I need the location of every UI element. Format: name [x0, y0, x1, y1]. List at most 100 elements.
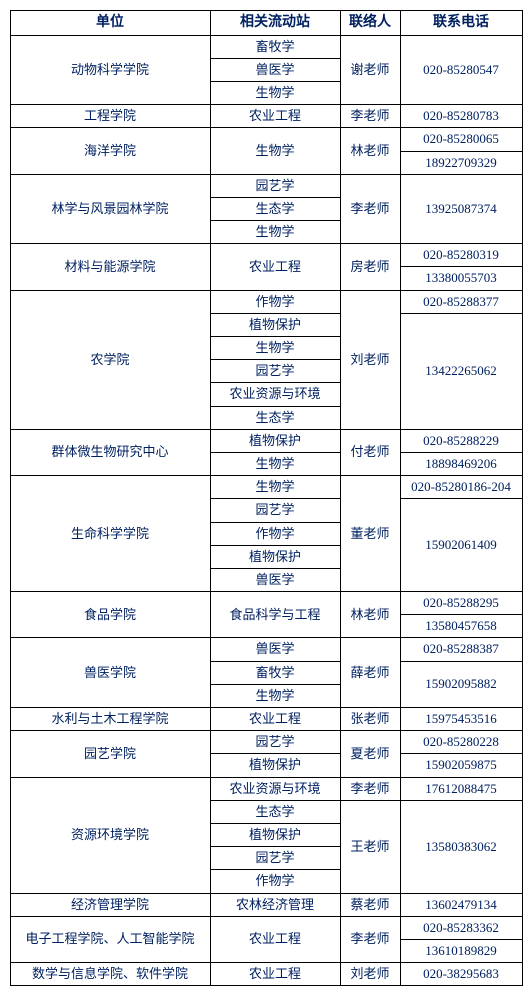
station-cell: 农业资源与环境 [210, 777, 340, 800]
table-row: 生命科学学院生物学董老师020-85280186-204 [10, 476, 522, 499]
phone-cell: 15902059875 [400, 754, 522, 777]
station-cell: 畜牧学 [210, 661, 340, 684]
table-row: 数学与信息学院、软件学院农业工程刘老师020-38295683 [10, 963, 522, 986]
unit-cell: 兽医学院 [10, 638, 210, 708]
phone-cell: 13602479134 [400, 893, 522, 916]
contact-cell: 谢老师 [340, 35, 400, 105]
station-cell: 园艺学 [210, 360, 340, 383]
table-row: 水利与土木工程学院农业工程张老师15975453516 [10, 708, 522, 731]
contact-cell: 刘老师 [340, 963, 400, 986]
station-cell: 园艺学 [210, 731, 340, 754]
contact-cell: 王老师 [340, 800, 400, 893]
contact-cell: 李老师 [340, 777, 400, 800]
unit-cell: 电子工程学院、人工智能学院 [10, 916, 210, 962]
phone-cell: 020-85283362 [400, 916, 522, 939]
contact-cell: 夏老师 [340, 731, 400, 777]
phone-cell: 13580457658 [400, 615, 522, 638]
table-row: 食品学院食品科学与工程林老师020-85288295 [10, 592, 522, 615]
station-cell: 生物学 [210, 684, 340, 707]
phone-cell: 18898469206 [400, 452, 522, 475]
unit-cell: 群体微生物研究中心 [10, 429, 210, 475]
station-cell: 农业工程 [210, 708, 340, 731]
station-cell: 生态学 [210, 800, 340, 823]
unit-cell: 水利与土木工程学院 [10, 708, 210, 731]
unit-cell: 材料与能源学院 [10, 244, 210, 290]
station-cell: 兽医学 [210, 638, 340, 661]
phone-cell: 020-85280783 [400, 105, 522, 128]
station-cell: 兽医学 [210, 568, 340, 591]
contact-cell: 李老师 [340, 174, 400, 244]
table-row: 经济管理学院农林经济管理蔡老师13602479134 [10, 893, 522, 916]
station-cell: 园艺学 [210, 174, 340, 197]
phone-cell: 13610189829 [400, 939, 522, 962]
table-row: 材料与能源学院农业工程房老师020-85280319 [10, 244, 522, 267]
unit-cell: 海洋学院 [10, 128, 210, 174]
station-cell: 作物学 [210, 522, 340, 545]
station-cell: 生物学 [210, 81, 340, 104]
station-cell: 园艺学 [210, 847, 340, 870]
contact-cell: 李老师 [340, 105, 400, 128]
table-row: 海洋学院生物学林老师020-85280065 [10, 128, 522, 151]
station-cell: 农业工程 [210, 916, 340, 962]
table-row: 动物科学学院畜牧学谢老师020-85280547 [10, 35, 522, 58]
phone-cell: 18922709329 [400, 151, 522, 174]
phone-cell: 020-85280065 [400, 128, 522, 151]
table-row: 园艺学院园艺学夏老师020-85280228 [10, 731, 522, 754]
phone-cell: 020-85288295 [400, 592, 522, 615]
table-row: 电子工程学院、人工智能学院农业工程李老师020-85283362 [10, 916, 522, 939]
station-cell: 农林经济管理 [210, 893, 340, 916]
station-cell: 作物学 [210, 870, 340, 893]
station-cell: 植物保护 [210, 429, 340, 452]
unit-cell: 数学与信息学院、软件学院 [10, 963, 210, 986]
header-phone: 联系电话 [400, 11, 522, 36]
unit-cell: 经济管理学院 [10, 893, 210, 916]
station-cell: 植物保护 [210, 754, 340, 777]
phone-cell: 020-38295683 [400, 963, 522, 986]
station-cell: 农业工程 [210, 963, 340, 986]
phone-cell: 15902095882 [400, 661, 522, 707]
station-cell: 食品科学与工程 [210, 592, 340, 638]
table-row: 工程学院农业工程李老师020-85280783 [10, 105, 522, 128]
phone-cell: 13380055703 [400, 267, 522, 290]
phone-cell: 020-85280228 [400, 731, 522, 754]
station-cell: 园艺学 [210, 499, 340, 522]
unit-cell: 农学院 [10, 290, 210, 429]
contact-cell: 董老师 [340, 476, 400, 592]
phone-cell: 17612088475 [400, 777, 522, 800]
station-cell: 植物保护 [210, 313, 340, 336]
table-row: 资源环境学院农业资源与环境李老师17612088475 [10, 777, 522, 800]
phone-cell: 020-85288387 [400, 638, 522, 661]
station-cell: 生物学 [210, 476, 340, 499]
header-contact: 联络人 [340, 11, 400, 36]
contact-cell: 林老师 [340, 128, 400, 174]
station-cell: 植物保护 [210, 823, 340, 846]
unit-cell: 工程学院 [10, 105, 210, 128]
contact-cell: 付老师 [340, 429, 400, 475]
station-cell: 生物学 [210, 452, 340, 475]
unit-cell: 动物科学学院 [10, 35, 210, 105]
contact-cell: 张老师 [340, 708, 400, 731]
station-cell: 生态学 [210, 197, 340, 220]
header-station: 相关流动站 [210, 11, 340, 36]
phone-cell: 020-85288377 [400, 290, 522, 313]
contact-cell: 林老师 [340, 592, 400, 638]
table-row: 群体微生物研究中心植物保护付老师020-85288229 [10, 429, 522, 452]
table-row: 兽医学院兽医学薛老师020-85288387 [10, 638, 522, 661]
unit-cell: 生命科学学院 [10, 476, 210, 592]
contact-table: 单位 相关流动站 联络人 联系电话 动物科学学院畜牧学谢老师020-852805… [10, 10, 523, 986]
contact-cell: 薛老师 [340, 638, 400, 708]
table-row: 林学与风景园林学院园艺学李老师13925087374 [10, 174, 522, 197]
phone-cell: 13925087374 [400, 174, 522, 244]
unit-cell: 林学与风景园林学院 [10, 174, 210, 244]
station-cell: 兽医学 [210, 58, 340, 81]
station-cell: 生物学 [210, 128, 340, 174]
phone-cell: 020-85280186-204 [400, 476, 522, 499]
header-unit: 单位 [10, 11, 210, 36]
station-cell: 农业资源与环境 [210, 383, 340, 406]
phone-cell: 13580383062 [400, 800, 522, 893]
table-row: 农学院作物学刘老师020-85288377 [10, 290, 522, 313]
station-cell: 畜牧学 [210, 35, 340, 58]
unit-cell: 食品学院 [10, 592, 210, 638]
station-cell: 作物学 [210, 290, 340, 313]
phone-cell: 15975453516 [400, 708, 522, 731]
